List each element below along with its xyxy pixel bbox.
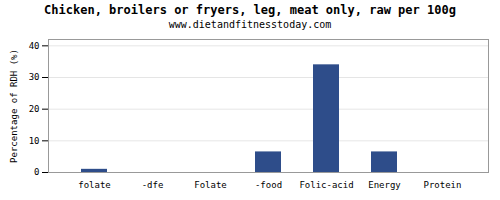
svg-text:Energy: Energy	[368, 180, 401, 190]
svg-text:-food: -food	[255, 180, 282, 190]
svg-text:Folate: Folate	[194, 180, 227, 190]
svg-text:40: 40	[29, 41, 40, 51]
svg-text:Percentage of RDH (%): Percentage of RDH (%)	[9, 49, 19, 163]
html-text:Chicken, broilers or fryers, l: Chicken, broilers or fryers, leg, meat o…	[44, 3, 456, 17]
html-text:www.dietandfitnesstoday.com: www.dietandfitnesstoday.com	[168, 19, 332, 30]
svg-text:20: 20	[29, 104, 40, 114]
svg-text:Folic-acid: Folic-acid	[299, 180, 353, 190]
svg-text:folate: folate	[78, 180, 111, 190]
svg-text:0: 0	[34, 167, 39, 177]
svg-text:Protein: Protein	[424, 180, 462, 190]
svg-text:30: 30	[29, 72, 40, 82]
svg-text:10: 10	[29, 136, 40, 146]
svg-text:-dfe: -dfe	[142, 180, 164, 190]
